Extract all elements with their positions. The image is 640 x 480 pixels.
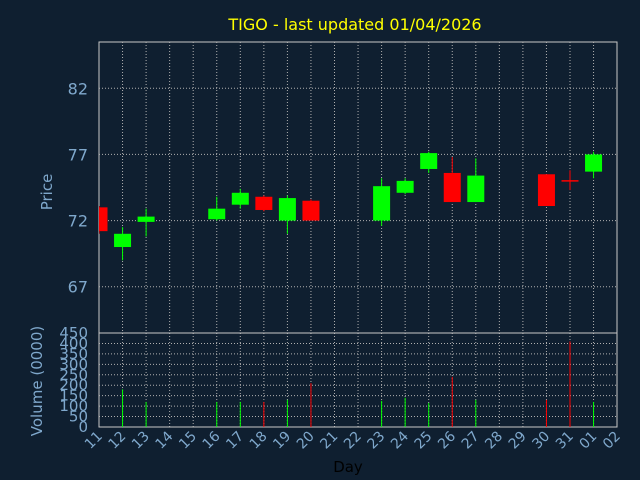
x-tick-label: 26 xyxy=(435,428,459,452)
volume-tick-label: 0 xyxy=(78,418,88,436)
candle-body xyxy=(255,196,273,210)
x-tick-label: 19 xyxy=(270,429,294,453)
x-tick-label: 20 xyxy=(294,429,318,453)
volume-tick-label: 400 xyxy=(59,334,88,352)
candle-body xyxy=(278,198,296,221)
volume-tick-label: 50 xyxy=(69,408,88,426)
price-tick-label: 77 xyxy=(68,145,88,164)
volume-axis-label: Volume (0000) xyxy=(28,326,46,436)
volume-tick-label: 350 xyxy=(59,345,88,363)
price-tick-label: 67 xyxy=(68,278,88,297)
price-tick-label: 72 xyxy=(68,212,88,231)
x-axis-label: Day xyxy=(333,458,363,476)
volume-tick-label: 200 xyxy=(59,376,88,394)
x-tick-label: 22 xyxy=(341,429,365,453)
candle-body xyxy=(231,192,249,205)
x-axis: 11 12 13 14 15 16 17 18 19 20 21 22 23 24 25 26 27 28 29 30… xyxy=(82,428,624,452)
candle-body xyxy=(137,216,155,222)
x-tick-label: 18 xyxy=(247,429,271,453)
x-tick-label: 12 xyxy=(105,429,129,453)
candle-body xyxy=(373,186,391,221)
x-tick-label: 24 xyxy=(388,428,412,452)
volume-tick-label: 250 xyxy=(59,366,88,384)
x-tick-label: 21 xyxy=(317,429,341,453)
x-tick-label: 02 xyxy=(600,429,624,453)
price-tick-label: 82 xyxy=(68,79,88,98)
volume-tick-label: 100 xyxy=(59,397,88,415)
x-tick-label: 15 xyxy=(176,429,200,453)
candle-body xyxy=(99,207,108,232)
volume-frame xyxy=(98,332,618,428)
x-tick-label: 16 xyxy=(200,428,224,452)
x-tick-label: 01 xyxy=(576,429,600,453)
x-tick-label: 17 xyxy=(223,429,247,453)
candle-body xyxy=(302,200,320,221)
candle-body xyxy=(537,174,555,207)
x-tick-label: 30 xyxy=(529,429,553,453)
candle-body xyxy=(420,153,438,169)
x-tick-label: 27 xyxy=(459,429,483,453)
price-panel: 67 72 77 82 xyxy=(68,41,618,334)
x-tick-label: 13 xyxy=(129,429,153,453)
x-tick-label: 29 xyxy=(506,429,530,453)
candle-body xyxy=(467,175,485,203)
candle-body xyxy=(585,154,603,172)
x-tick-label: 14 xyxy=(153,428,177,452)
price-axis-label: Price xyxy=(38,174,56,211)
volume-tick-label: 300 xyxy=(59,355,88,373)
x-tick-label: 28 xyxy=(482,429,506,453)
volume-tick-label: 450 xyxy=(59,324,88,342)
candle-body xyxy=(443,172,461,203)
candle-body xyxy=(396,180,414,193)
x-tick-label: 25 xyxy=(412,429,436,453)
chart-title: TIGO - last updated 01/04/2026 xyxy=(227,15,481,34)
candle-body xyxy=(208,208,226,220)
x-tick-label: 23 xyxy=(365,429,389,453)
volume-tick-label: 150 xyxy=(59,387,88,405)
x-tick-label: 31 xyxy=(553,429,577,453)
candle-body xyxy=(114,233,132,248)
candles xyxy=(99,151,603,261)
